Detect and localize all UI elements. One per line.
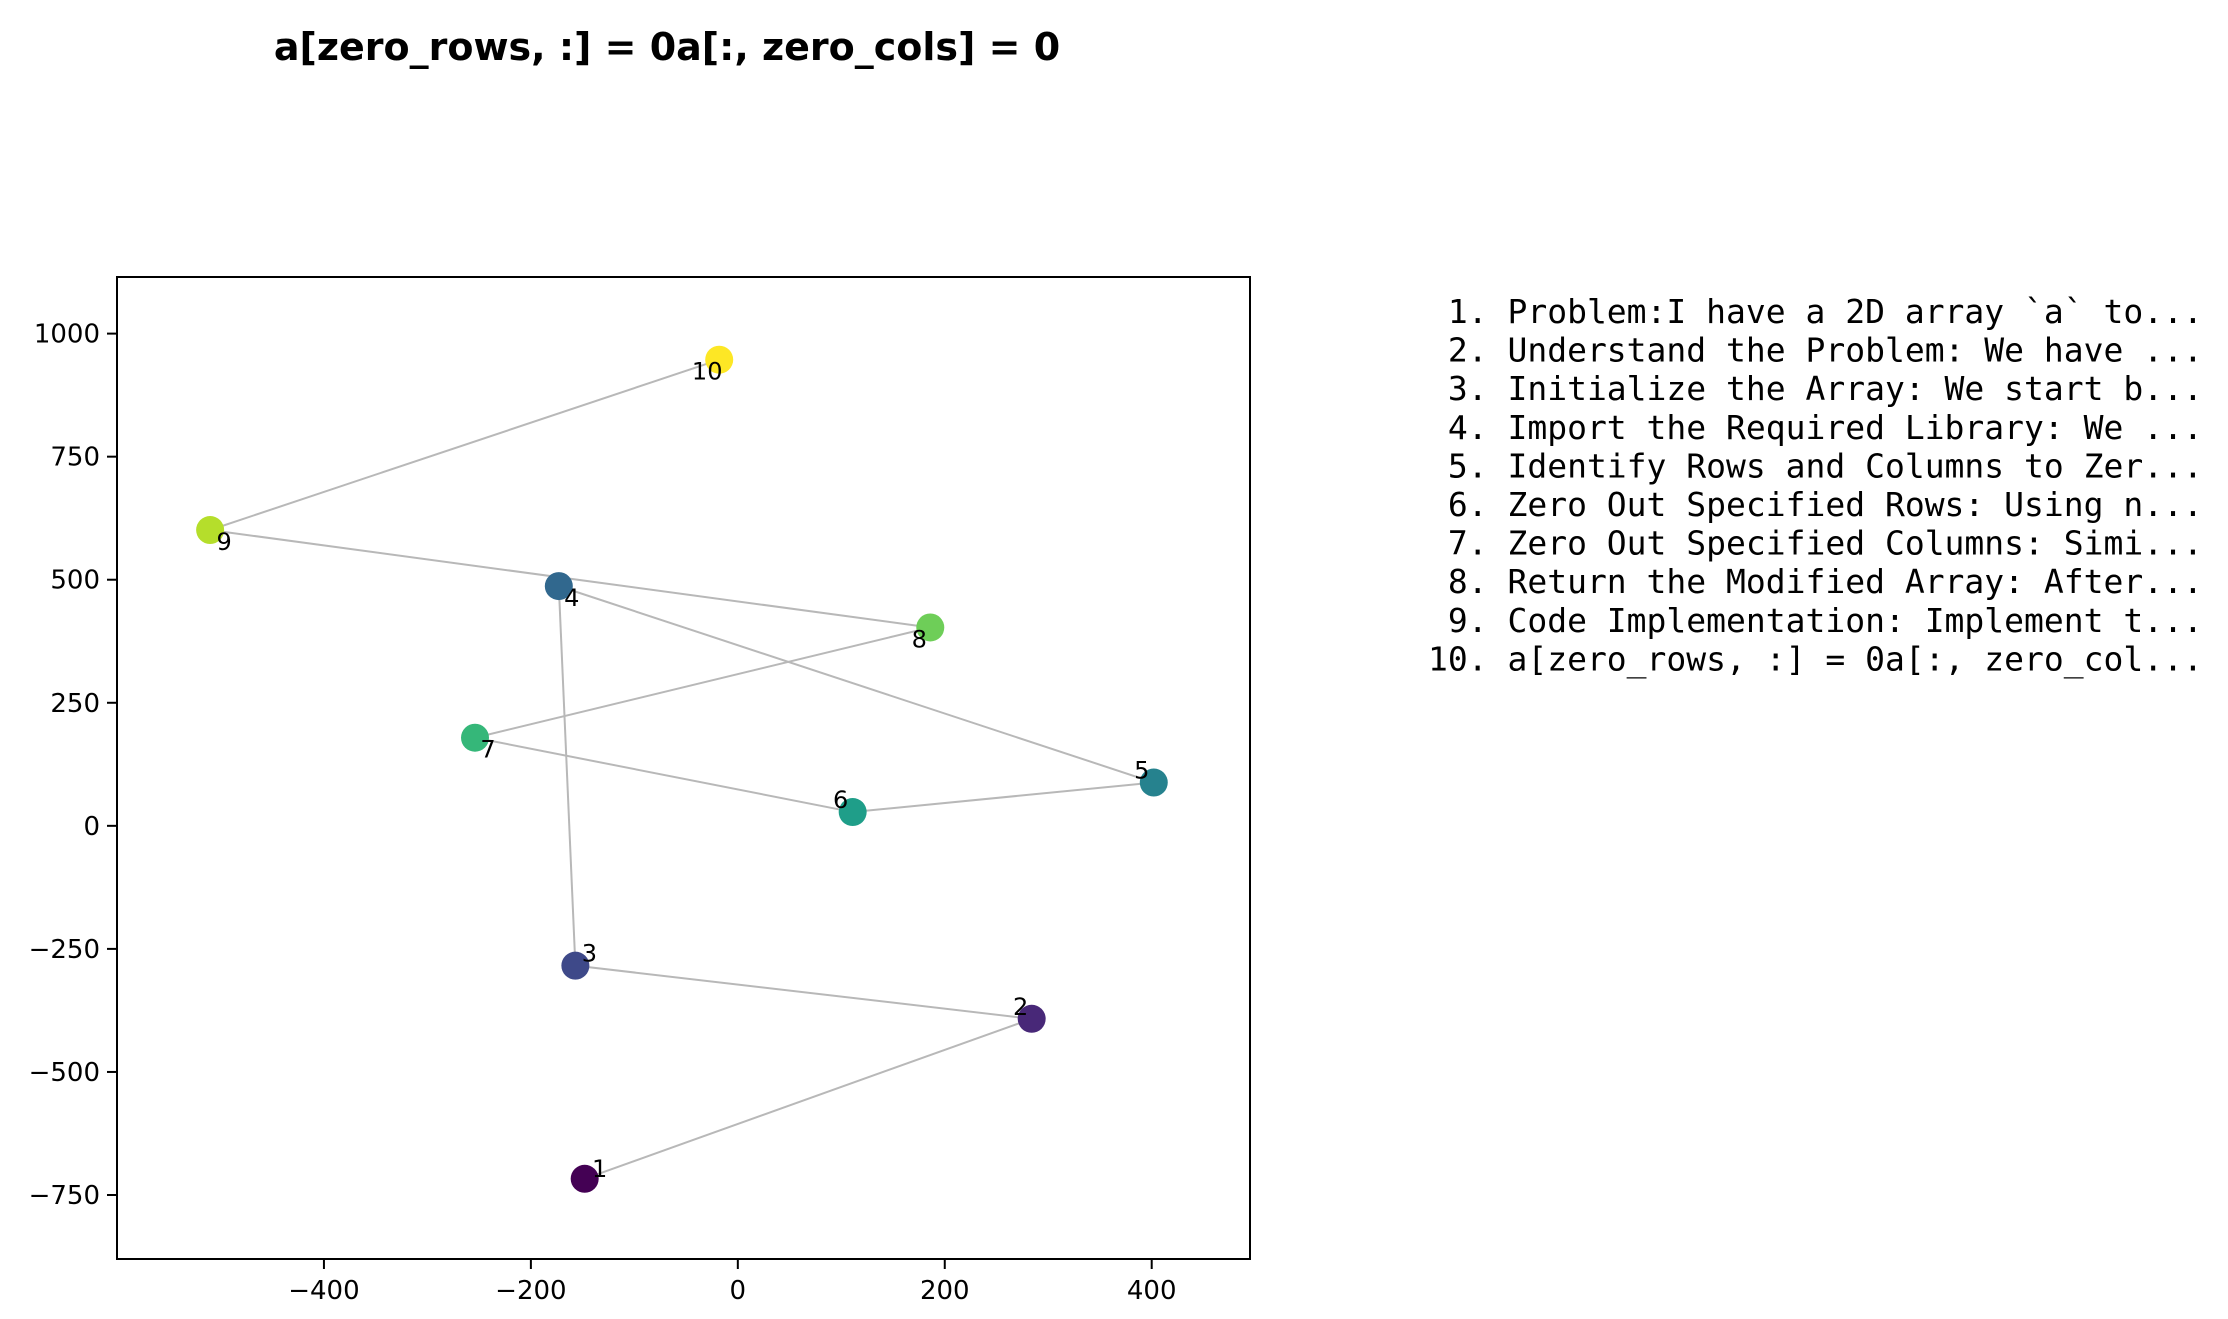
data-point [570,1164,599,1193]
x-tick-label: 0 [730,1276,747,1306]
x-tick-label: 200 [920,1276,970,1306]
data-point [561,951,590,980]
step-item: 5. Identify Rows and Columns to Zer... [1428,446,2203,485]
point-label: 10 [692,358,723,386]
data-point [1139,768,1168,797]
y-tick-label: −750 [29,1181,100,1211]
connector-line [557,586,577,966]
connector-line [575,964,1032,1020]
connector-line [474,736,853,814]
step-item: 10. a[zero_rows, :] = 0a[:, zero_col... [1428,639,2203,679]
y-tick-label: 500 [50,566,100,596]
step-item: 6. Zero Out Specified Rows: Using n... [1428,485,2203,524]
connector-line [584,1017,1033,1180]
y-tick-label: −500 [29,1058,100,1088]
axes-frame [116,276,1251,1260]
y-tick-label: 0 [83,812,100,842]
connector-line [474,626,931,739]
plot-area: −400 −200 0 200 400 −750 −500 −250 0 250 500 750 100… [29,276,1251,1306]
step-item: 3. Initialize the Array: We start b... [1428,369,2203,408]
x-tick-label: 400 [1127,1276,1177,1306]
chart-title: a[zero_rows, :] = 0a[:, zero_cols] = 0 [274,25,1060,69]
point-label: 8 [912,625,927,653]
connector-line [209,358,720,531]
point-label: 5 [1134,757,1149,785]
step-item: 4. Import the Required Library: We ... [1428,408,2203,447]
point-label: 3 [582,940,597,968]
point-label: 4 [564,584,579,612]
data-point [705,345,734,374]
step-item: 7. Zero Out Specified Columns: Simi... [1428,524,2203,563]
step-item: 1. Problem:I have a 2D array `a` to... [1428,292,2203,331]
step-list: 1. Problem:I have a 2D array `a` to... 2… [1428,292,2203,679]
point-label: 1 [592,1155,607,1183]
point-label: 7 [480,736,495,764]
y-tick-label: −250 [29,935,100,965]
point-label: 2 [1013,993,1028,1021]
data-point [838,798,867,827]
data-point [916,613,945,642]
connector-line [558,585,1155,784]
point-label: 9 [216,528,231,556]
y-tick-label: 250 [50,689,100,719]
step-item: 9. Code Implementation: Implement t... [1428,601,2203,640]
y-tick-label: 750 [50,443,100,473]
point-label: 6 [833,786,848,814]
data-point [1017,1004,1046,1033]
step-item: 2. Understand the Problem: We have ... [1428,331,2203,370]
x-tick-label: −400 [288,1276,359,1306]
y-tick-label: 1000 [34,320,100,350]
step-item: 8. Return the Modified Array: After... [1428,562,2203,601]
connector-line [852,781,1154,814]
data-point [196,516,225,545]
data-point [544,572,573,601]
data-point [461,723,490,752]
x-tick-label: −200 [495,1276,566,1306]
